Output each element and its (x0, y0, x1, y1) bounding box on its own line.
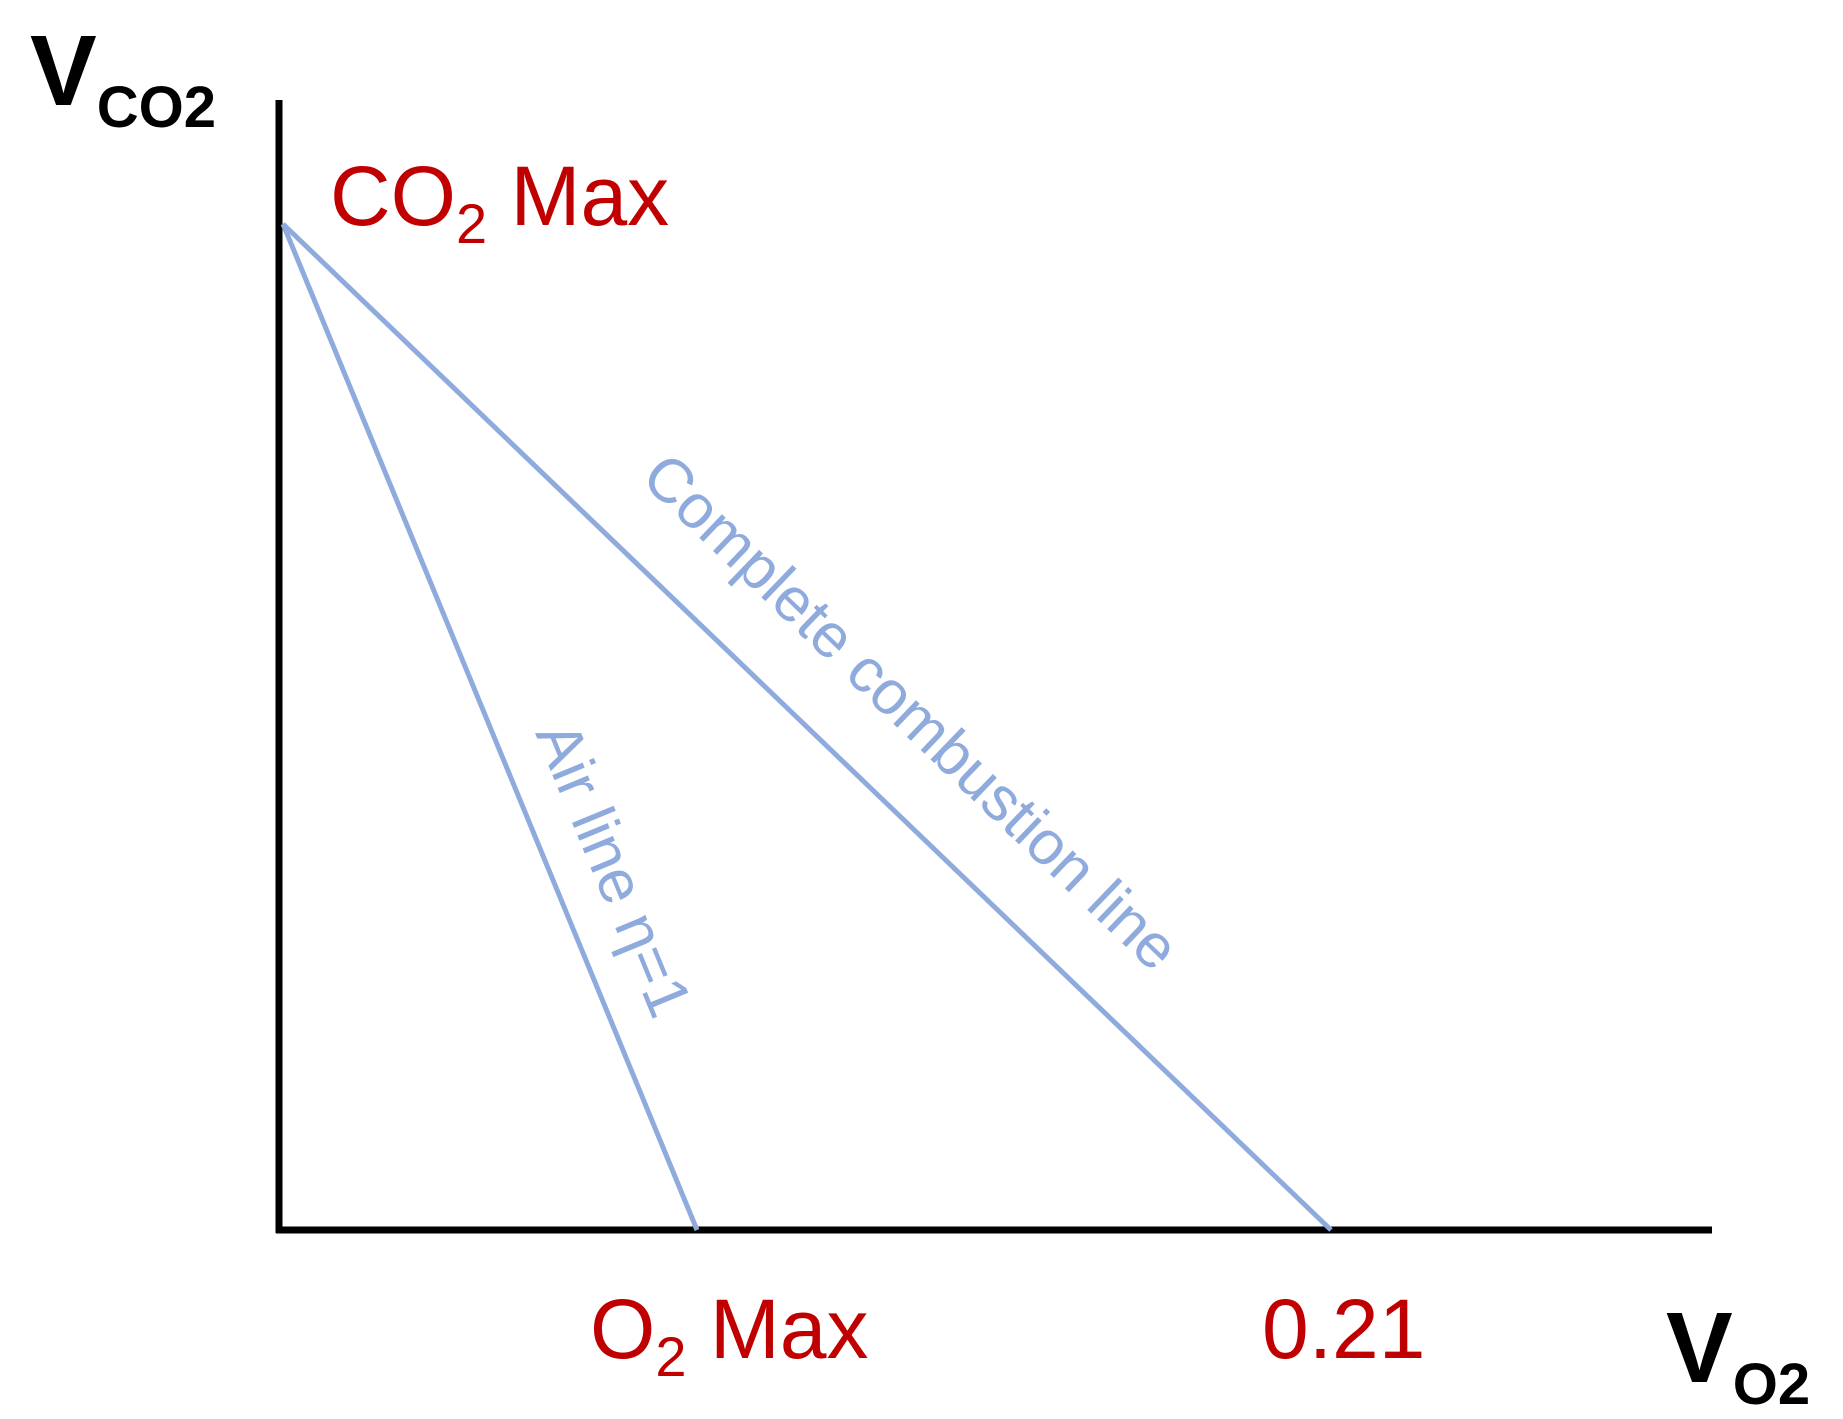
o2-air-value-label: 0.21 (1262, 1282, 1426, 1376)
y-axis-title: VCO2 (30, 15, 216, 140)
co2-max-label: CO2 Max (330, 149, 669, 255)
air-line (280, 223, 700, 1231)
complete-combustion-line (281, 222, 1333, 1232)
complete-combustion-line-label: Complete combustion line (629, 440, 1192, 984)
x-axis-title: VO2 (1666, 1292, 1810, 1417)
o2-max-label: O2 Max (590, 1282, 869, 1388)
